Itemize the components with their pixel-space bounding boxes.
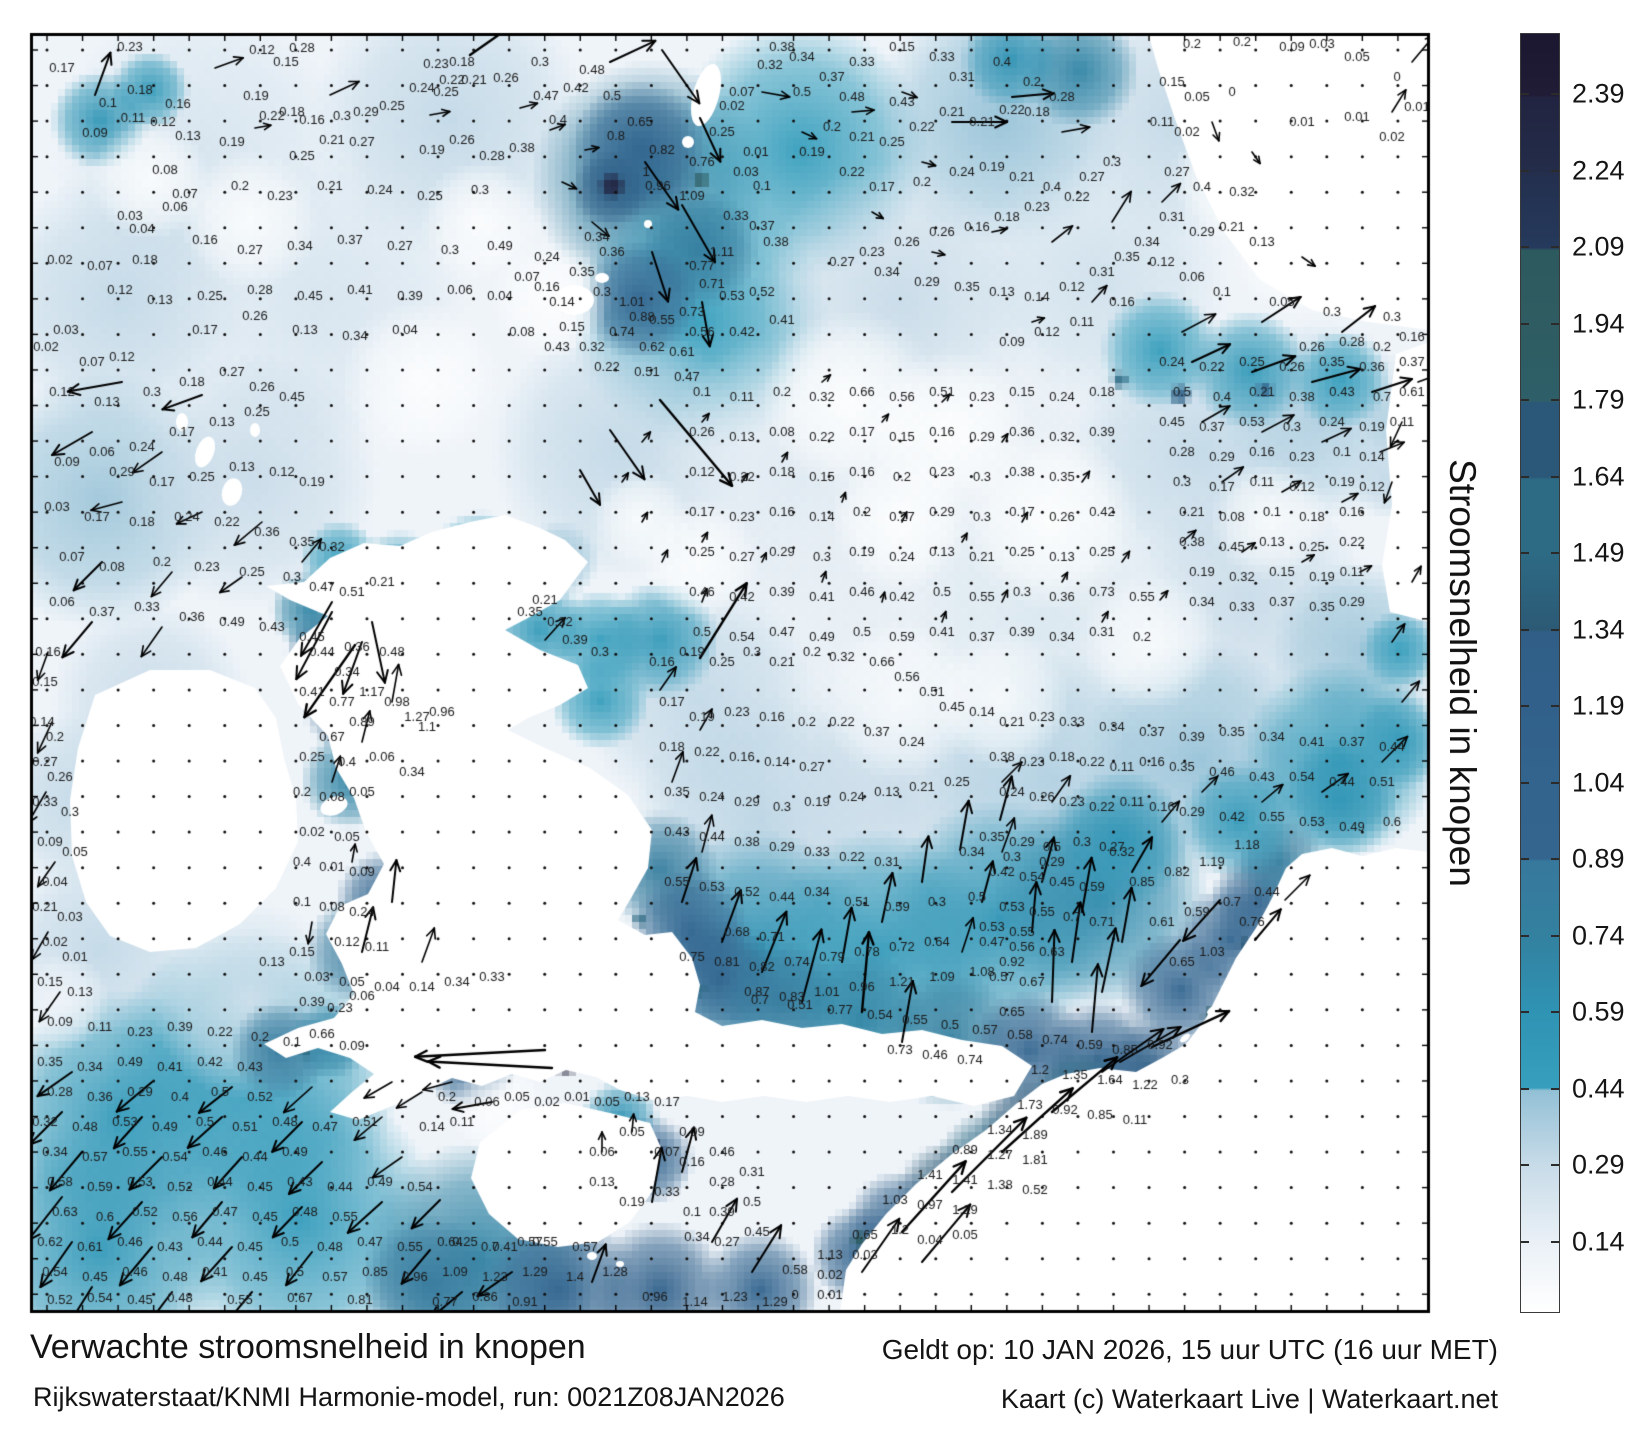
colorbar-tick-mark <box>1521 934 1529 937</box>
colorbar-tick-mark <box>1521 475 1529 478</box>
colorbar <box>1520 33 1560 1313</box>
colorbar-tick-mark <box>1551 628 1559 631</box>
colorbar-tick-mark <box>1551 322 1559 325</box>
colorbar-tick-mark <box>1551 934 1559 937</box>
colorbar-tick-mark <box>1551 705 1559 708</box>
colorbar-tick-mark <box>1521 1087 1529 1090</box>
colorbar-tick-mark <box>1521 1011 1529 1014</box>
colorbar-tick-mark <box>1521 858 1529 861</box>
colorbar-tick-mark <box>1551 93 1559 96</box>
colorbar-axis-label: Stroomsnelheid in knopen <box>1442 459 1483 887</box>
colorbar-tick-label: 0.14 <box>1572 1226 1625 1257</box>
colorbar-tick-mark <box>1551 475 1559 478</box>
colorbar-tick-mark <box>1551 781 1559 784</box>
colorbar-tick-mark <box>1551 169 1559 172</box>
colorbar-tick-mark <box>1551 1240 1559 1243</box>
colorbar-tick-mark <box>1521 322 1529 325</box>
colorbar-tick-label: 0.44 <box>1572 1073 1625 1104</box>
colorbar-tick-label: 2.24 <box>1572 155 1625 186</box>
colorbar-tick-label: 1.79 <box>1572 384 1625 415</box>
map-title: Verwachte stroomsnelheid in knopen <box>30 1328 586 1366</box>
colorbar-tick-label: 2.09 <box>1572 231 1625 262</box>
colorbar-tick-mark <box>1551 399 1559 402</box>
colorbar-tick-label: 0.59 <box>1572 996 1625 1027</box>
colorbar-tick-mark <box>1521 628 1529 631</box>
colorbar-tick-label: 1.04 <box>1572 767 1625 798</box>
colorbar-tick-mark <box>1521 399 1529 402</box>
colorbar-tick-label: 1.34 <box>1572 614 1625 645</box>
colorbar-tick-mark <box>1521 781 1529 784</box>
colorbar-tick-mark <box>1521 93 1529 96</box>
colorbar-tick-label: 2.39 <box>1572 78 1625 109</box>
colorbar-tick-mark <box>1551 1087 1559 1090</box>
colorbar-tick-mark <box>1551 858 1559 861</box>
colorbar-tick-label: 0.74 <box>1572 920 1625 951</box>
colorbar-tick-label: 1.94 <box>1572 308 1625 339</box>
colorbar-tick-mark <box>1551 246 1559 249</box>
colorbar-tick-mark <box>1521 552 1529 555</box>
colorbar-tick-mark <box>1521 246 1529 249</box>
colorbar-tick-mark <box>1521 705 1529 708</box>
colorbar-tick-mark <box>1521 1164 1529 1167</box>
colorbar-tick-label: 1.49 <box>1572 537 1625 568</box>
colorbar-tick-label: 1.19 <box>1572 690 1625 721</box>
colorbar-tick-mark <box>1551 1164 1559 1167</box>
colorbar-tick-label: 0.89 <box>1572 843 1625 874</box>
model-run-subtitle: Rijkswaterstaat/KNMI Harmonie-model, run… <box>33 1382 785 1412</box>
colorbar-tick-mark <box>1521 169 1529 172</box>
valid-time-text: Geldt op: 10 JAN 2026, 15 uur UTC (16 uu… <box>881 1334 1498 1365</box>
colorbar-tick-label: 0.29 <box>1572 1149 1625 1180</box>
colorbar-tick-label: 1.64 <box>1572 461 1625 492</box>
copyright-credit: Kaart (c) Waterkaart Live | Waterkaart.n… <box>1000 1384 1498 1414</box>
colorbar-tick-mark <box>1551 1011 1559 1014</box>
colorbar-tick-mark <box>1521 1240 1529 1243</box>
colorbar-tick-mark <box>1551 552 1559 555</box>
